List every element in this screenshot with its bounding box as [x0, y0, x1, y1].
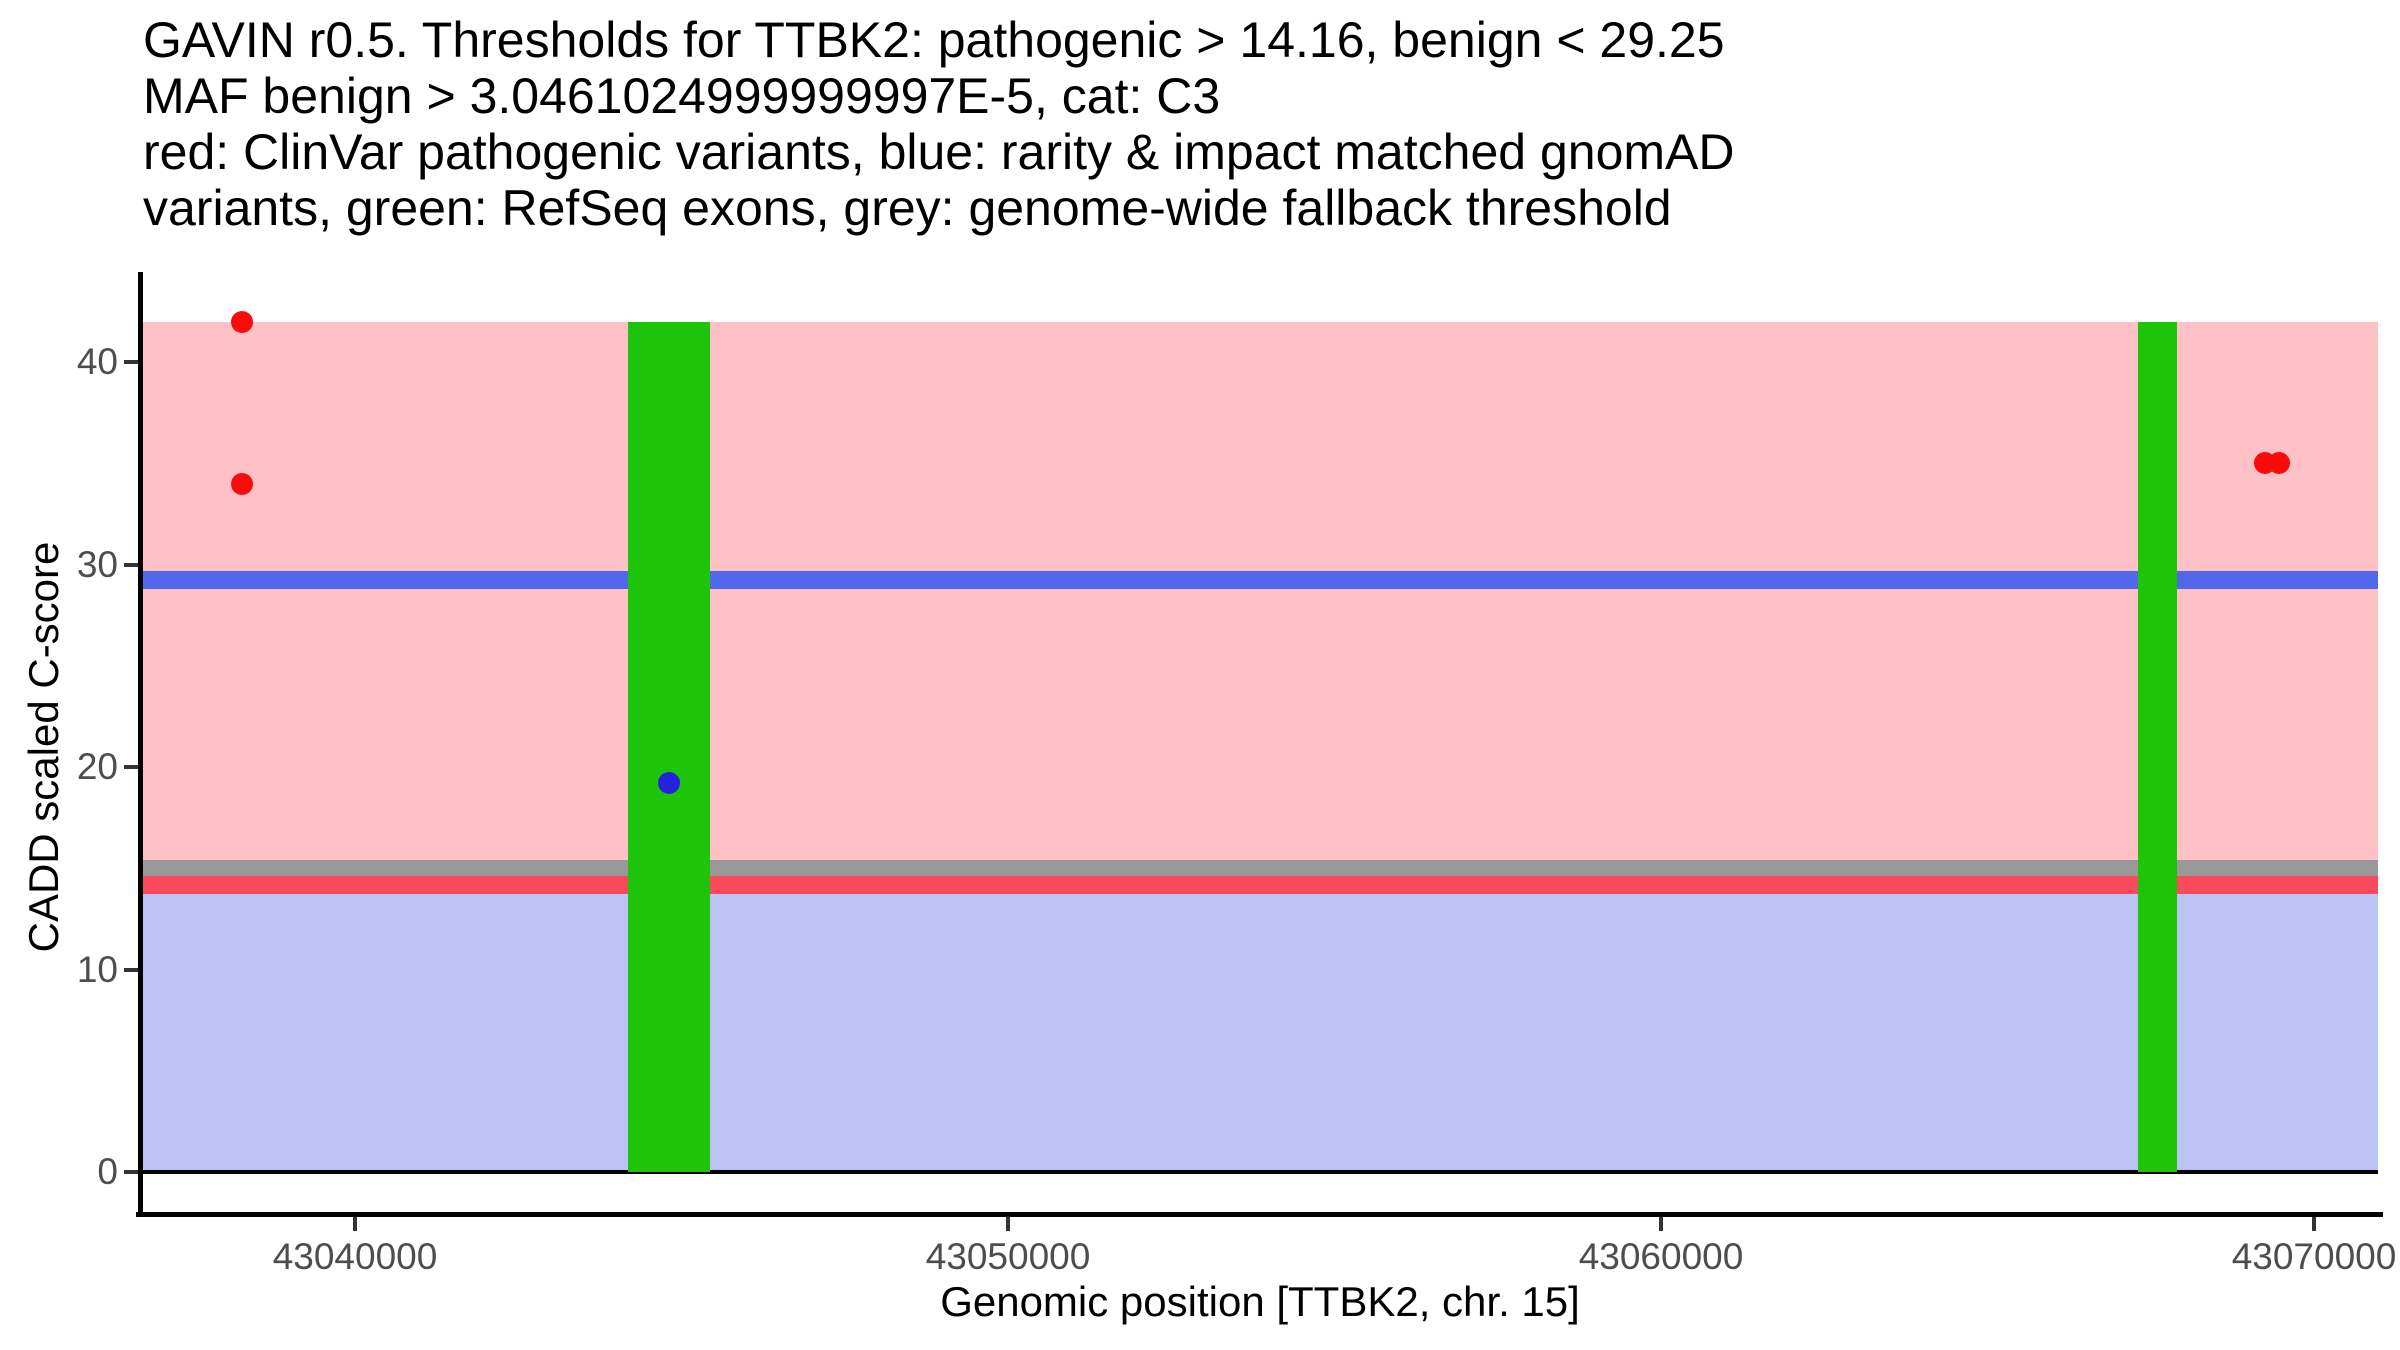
y-tick-mark: [124, 765, 138, 769]
y-tick-mark: [124, 360, 138, 364]
y-axis-line: [138, 272, 143, 1217]
x-tick-label: 43040000: [272, 1236, 438, 1277]
clinvar-pathogenic-point: [231, 310, 254, 333]
x-tick-mark: [1659, 1217, 1663, 1231]
x-axis-line: [136, 1212, 2383, 1217]
y-tick-label: 20: [76, 746, 118, 787]
plot-panel: [143, 279, 2378, 1213]
zero-baseline: [143, 1169, 2378, 1175]
y-tick-label: 40: [76, 341, 118, 382]
x-tick-mark: [2312, 1217, 2316, 1231]
x-tick-label: 43070000: [2231, 1236, 2397, 1277]
y-tick-label: 30: [76, 543, 118, 585]
x-tick-label: 43050000: [925, 1236, 1091, 1277]
benign-threshold-line: [143, 570, 2378, 589]
y-tick-mark: [124, 967, 138, 972]
x-tick-mark: [1006, 1217, 1010, 1231]
refseq-exon-bar-1: [627, 321, 711, 1172]
chart-title-line-3: red: ClinVar pathogenic variants, blue: …: [143, 124, 1735, 180]
pathogenic-threshold-line: [143, 876, 2378, 895]
pathogenic-region: [143, 321, 2378, 886]
chart-title-line-1: GAVIN r0.5. Thresholds for TTBK2: pathog…: [143, 12, 1725, 68]
refseq-exon-bar-2: [2137, 321, 2177, 1172]
clinvar-pathogenic-point: [231, 472, 254, 495]
y-tick-label: 0: [97, 1151, 118, 1192]
benign-region: [143, 885, 2378, 1172]
chart-title-line-4: variants, green: RefSeq exons, grey: gen…: [143, 180, 1672, 236]
y-tick-mark: [124, 1170, 138, 1174]
x-tick-mark: [353, 1217, 357, 1231]
clinvar-pathogenic-point: [2267, 452, 2290, 475]
x-axis-title: Genomic position [TTBK2, chr. 15]: [940, 1278, 1580, 1325]
genome-wide-fallback-threshold-line: [143, 860, 2378, 877]
chart-title: GAVIN r0.5. Thresholds for TTBK2: pathog…: [143, 12, 1734, 236]
x-tick-label: 43060000: [1578, 1236, 1744, 1277]
chart-title-line-2: MAF benign > 3.0461024999999997E-5, cat:…: [143, 68, 1221, 124]
y-tick-label: 10: [76, 948, 118, 990]
gnomad-matched-point: [658, 772, 681, 795]
y-tick-mark: [124, 562, 138, 567]
